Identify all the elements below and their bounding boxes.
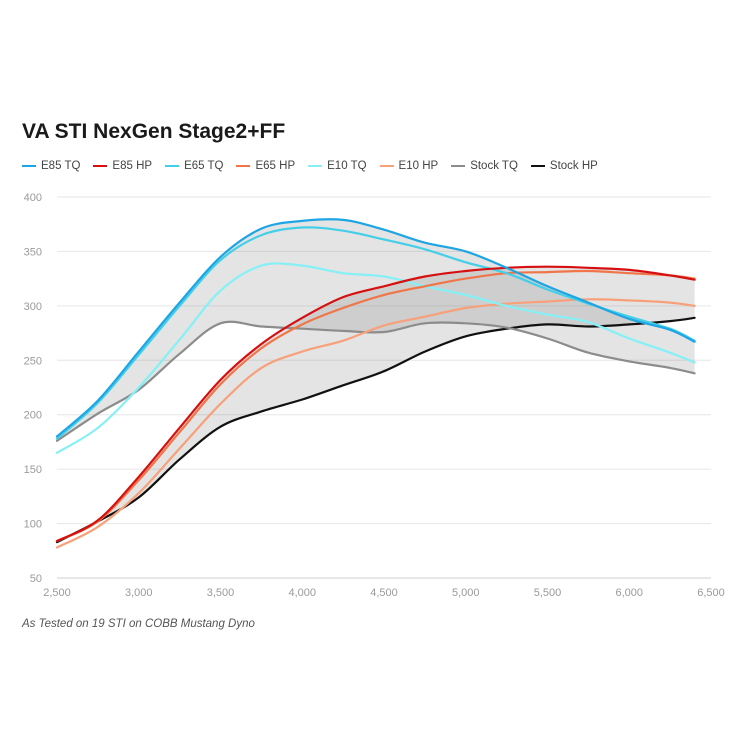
legend-item: E10 TQ <box>308 160 367 172</box>
y-tick-label: 100 <box>24 519 42 531</box>
legend-item: E10 HP <box>379 160 439 172</box>
y-tick-label: 250 <box>24 355 42 367</box>
y-tick-label: 50 <box>30 573 42 585</box>
series-line-e85-hp <box>55 265 696 543</box>
legend-item: E85 TQ <box>22 160 80 172</box>
legend-swatch <box>308 164 323 168</box>
x-tick-label: 5,500 <box>534 587 562 599</box>
x-tick-label: 6,000 <box>615 587 643 599</box>
legend-swatch <box>530 164 545 168</box>
x-tick-label: 4,000 <box>288 587 316 599</box>
gridlines <box>57 196 711 579</box>
legend-label: E65 TQ <box>184 160 224 172</box>
legend-item: E65 TQ <box>165 160 223 172</box>
x-tick-label: 4,500 <box>370 587 398 599</box>
shaded-bands <box>57 219 695 543</box>
legend-label: E10 TQ <box>327 160 367 172</box>
legend-swatch <box>93 164 108 168</box>
series-lines <box>55 218 696 549</box>
y-tick-label: 300 <box>24 301 42 313</box>
legend-item: E65 HP <box>236 160 295 172</box>
chart-legend: E85 TQ E85 HP E65 TQ E65 HP E10 TQ E10 HP Stoc… <box>22 160 611 172</box>
legend-swatch <box>379 164 394 168</box>
y-tick-label: 150 <box>24 464 42 476</box>
x-tick-label: 2,500 <box>43 587 71 599</box>
shaded-band <box>57 219 695 441</box>
x-tick-label: 3,500 <box>207 587 235 599</box>
x-tick-label: 6,500 <box>697 587 725 599</box>
chart-caption: As Tested on 19 STI on COBB Mustang Dyno <box>22 618 255 630</box>
legend-swatch <box>451 164 466 168</box>
axis-ticks: 50 100 150 200 250 300 350 400 2,500 3,000 3,500 4,… <box>24 192 725 599</box>
legend-label: E10 HP <box>398 160 439 172</box>
series-line-stock-tq <box>55 320 696 442</box>
legend-item: E85 HP <box>93 160 152 172</box>
legend-label: E65 HP <box>255 160 296 172</box>
legend-label: Stock TQ <box>470 160 518 172</box>
series-line-e10-hp <box>55 298 696 549</box>
legend-label: E85 HP <box>112 160 153 172</box>
y-tick-label: 200 <box>24 410 42 422</box>
series-line-e65-hp <box>55 269 696 543</box>
series-line-e10-tq <box>55 262 696 454</box>
x-tick-label: 5,000 <box>452 587 480 599</box>
legend-swatch <box>236 164 251 168</box>
x-tick-label: 3,000 <box>125 587 153 599</box>
legend-swatch <box>165 164 180 168</box>
shaded-band <box>57 266 695 543</box>
y-tick-label: 350 <box>24 246 42 258</box>
legend-item: Stock HP <box>530 160 598 172</box>
legend-label: Stock HP <box>549 160 598 172</box>
legend-swatch <box>22 164 36 168</box>
legend-item: Stock TQ <box>451 160 518 172</box>
series-line-e85-tq <box>55 218 696 438</box>
legend-label: E85 TQ <box>41 160 81 172</box>
chart-title: VA STI NexGen Stage2+FF <box>22 120 286 143</box>
y-tick-label: 400 <box>24 192 42 204</box>
